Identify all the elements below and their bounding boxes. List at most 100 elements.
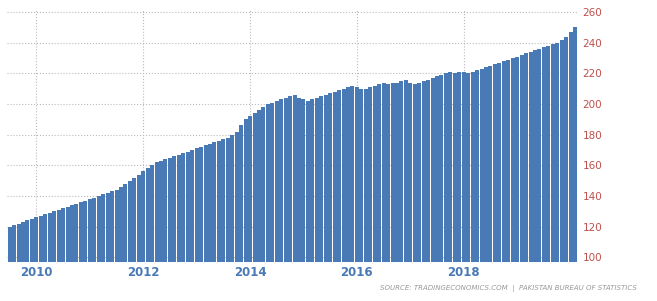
Bar xyxy=(328,93,332,301)
Bar xyxy=(266,104,270,301)
Bar xyxy=(386,84,390,301)
Bar xyxy=(288,96,292,301)
Bar xyxy=(324,95,328,301)
Bar xyxy=(270,103,275,301)
Bar xyxy=(404,79,408,301)
Bar xyxy=(52,211,57,301)
Bar xyxy=(124,184,127,301)
Bar xyxy=(110,191,114,301)
Bar xyxy=(284,98,288,301)
Bar xyxy=(164,159,168,301)
Bar xyxy=(132,178,137,301)
Bar xyxy=(560,40,564,301)
Bar xyxy=(8,227,12,301)
Bar xyxy=(114,190,118,301)
Bar xyxy=(364,89,368,301)
Bar xyxy=(88,199,92,301)
Bar xyxy=(79,202,83,301)
Bar xyxy=(395,82,399,301)
Bar xyxy=(417,82,421,301)
Bar xyxy=(310,99,315,301)
Bar xyxy=(181,153,185,301)
Bar xyxy=(221,139,225,301)
Bar xyxy=(97,196,101,301)
Bar xyxy=(507,60,510,301)
Bar xyxy=(48,213,52,301)
Bar xyxy=(462,72,466,301)
Bar xyxy=(332,92,336,301)
Bar xyxy=(457,72,461,301)
Bar xyxy=(409,82,413,301)
Bar xyxy=(510,58,514,301)
Bar xyxy=(119,187,123,301)
Bar xyxy=(204,145,208,301)
Bar xyxy=(168,158,172,301)
Bar xyxy=(74,204,78,301)
Bar xyxy=(440,75,443,301)
Bar xyxy=(30,219,34,301)
Bar xyxy=(470,72,474,301)
Bar xyxy=(186,151,190,301)
Bar xyxy=(480,69,484,301)
Text: SOURCE: TRADINGECONOMICS.COM  |  PAKISTAN BUREAU OF STATISTICS: SOURCE: TRADINGECONOMICS.COM | PAKISTAN … xyxy=(380,285,637,292)
Bar xyxy=(137,175,141,301)
Bar xyxy=(226,138,230,301)
Bar xyxy=(306,101,310,301)
Bar xyxy=(484,67,488,301)
Bar xyxy=(377,84,381,301)
Bar xyxy=(39,216,43,301)
Bar xyxy=(555,43,559,301)
Bar xyxy=(208,144,212,301)
Bar xyxy=(141,172,145,301)
Bar xyxy=(150,165,154,301)
Bar xyxy=(422,81,426,301)
Bar xyxy=(342,89,346,301)
Bar xyxy=(248,116,252,301)
Bar xyxy=(390,82,395,301)
Bar xyxy=(319,96,323,301)
Bar xyxy=(159,161,163,301)
Bar xyxy=(302,99,306,301)
Bar xyxy=(61,208,65,301)
Bar xyxy=(279,99,283,301)
Bar xyxy=(399,81,403,301)
Bar xyxy=(315,98,319,301)
Bar xyxy=(194,148,198,301)
Bar xyxy=(70,205,74,301)
Bar xyxy=(413,84,417,301)
Bar xyxy=(502,61,506,301)
Bar xyxy=(199,147,203,301)
Bar xyxy=(520,55,524,301)
Bar xyxy=(297,98,301,301)
Bar xyxy=(154,162,158,301)
Bar xyxy=(26,221,30,301)
Bar xyxy=(350,86,355,301)
Bar xyxy=(21,222,25,301)
Bar xyxy=(444,73,448,301)
Bar xyxy=(239,126,243,301)
Bar xyxy=(373,86,376,301)
Bar xyxy=(92,197,97,301)
Bar xyxy=(106,193,110,301)
Bar xyxy=(435,76,439,301)
Bar xyxy=(128,181,132,301)
Bar xyxy=(359,89,363,301)
Bar xyxy=(235,132,238,301)
Bar xyxy=(369,87,373,301)
Bar xyxy=(448,72,453,301)
Bar xyxy=(83,200,87,301)
Bar xyxy=(275,101,279,301)
Bar xyxy=(355,87,359,301)
Bar xyxy=(43,214,47,301)
Bar xyxy=(16,224,20,301)
Bar xyxy=(57,210,60,301)
Bar xyxy=(515,57,519,301)
Bar xyxy=(497,63,501,301)
Bar xyxy=(533,50,537,301)
Bar xyxy=(12,225,16,301)
Bar xyxy=(346,87,350,301)
Bar xyxy=(172,156,176,301)
Bar xyxy=(524,54,528,301)
Bar xyxy=(488,66,493,301)
Bar xyxy=(261,107,265,301)
